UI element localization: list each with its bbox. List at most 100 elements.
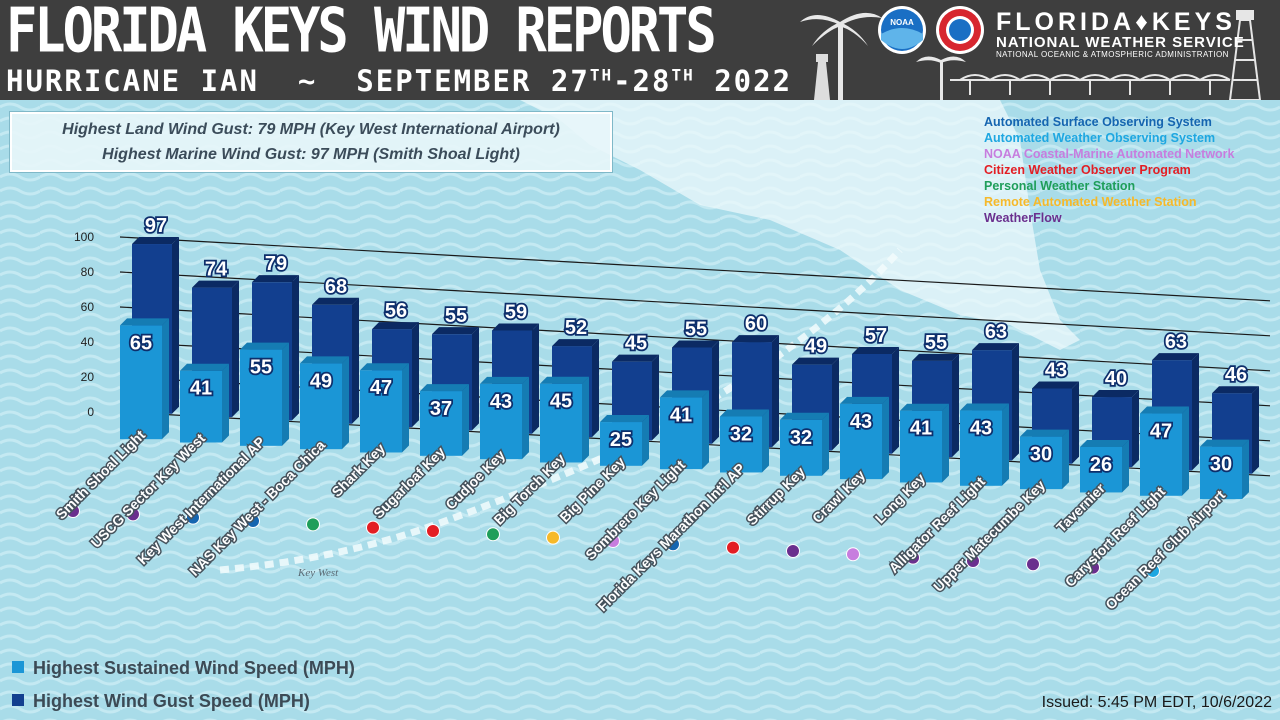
- gust-bar-side: [892, 346, 899, 454]
- gust-bar-side: [1072, 381, 1079, 464]
- y-tick-label: 60: [81, 300, 95, 314]
- gust-value-label: 59: [505, 302, 527, 324]
- station-label: Big Pine Key: [556, 453, 628, 525]
- noaa-logo-text: NOAA: [890, 18, 914, 27]
- sustained-bar-top: [360, 363, 409, 371]
- sustained-bar-side: [942, 403, 949, 483]
- sustained-bar: [240, 342, 289, 446]
- sustained-value-label: 32: [730, 423, 752, 445]
- sustained-bar: [480, 376, 529, 460]
- gust-bar-top: [1032, 381, 1079, 389]
- sustained-bar-top: [720, 409, 769, 417]
- network-dot: [426, 523, 440, 538]
- sustained-bar-top: [660, 390, 709, 398]
- sustained-value-label: 43: [490, 391, 512, 413]
- sustained-bar: [660, 390, 709, 470]
- gust-value-label: 46: [1225, 364, 1247, 386]
- gust-bar-side: [172, 237, 179, 414]
- marine-gust-highlight: Highest Marine Wind Gust: 97 MPH (Smith …: [102, 146, 520, 163]
- sustained-bar: [780, 412, 829, 476]
- sustained-bar-top: [420, 384, 469, 392]
- sustained-bar-front: [960, 410, 1002, 486]
- network-legend: Automated Surface Observing System Automa…: [984, 114, 1235, 226]
- network-dot: [726, 540, 740, 555]
- gust-bar-side: [952, 353, 959, 458]
- sustained-bar: [840, 396, 889, 480]
- gust-value-label: 55: [925, 332, 947, 354]
- land-gust-highlight: Highest Land Wind Gust: 79 MPH (Key West…: [62, 121, 560, 138]
- sustained-bar-front: [1020, 436, 1062, 490]
- gust-value-label: 55: [685, 318, 707, 340]
- gust-bar-side: [832, 357, 839, 451]
- sustained-value-label: 30: [1030, 444, 1052, 466]
- sustained-bar-side: [342, 356, 349, 450]
- gust-bar-top: [552, 339, 599, 347]
- gust-bar-side: [1252, 386, 1259, 474]
- gust-value-label: 40: [1105, 368, 1127, 390]
- date-range-start: SEPTEMBER 27: [356, 64, 590, 98]
- sustained-bar-side: [1122, 439, 1129, 493]
- sustained-bar-side: [1062, 429, 1069, 490]
- network-dot: [126, 507, 140, 522]
- sustained-value-label: 65: [130, 332, 152, 354]
- subtitle-separator: ~: [297, 64, 318, 98]
- sustained-bar-front: [180, 370, 222, 443]
- sustained-bar-front: [840, 403, 882, 480]
- sustained-bar-side: [162, 318, 169, 440]
- page-subtitle: HURRICANE IAN ~ SEPTEMBER 27TH-28TH 2022: [6, 64, 792, 98]
- gridline: [119, 236, 1271, 302]
- gust-bar-top: [1152, 353, 1199, 361]
- date-range-end: -28: [613, 64, 672, 98]
- station-label: USCG Sector Key West: [88, 430, 209, 551]
- highlights-box: Highest Land Wind Gust: 79 MPH (Key West…: [10, 112, 612, 172]
- legend-label-gust: Highest Wind Gust Speed (MPH): [33, 691, 310, 711]
- sustained-bar-front: [540, 383, 582, 463]
- sustained-bar: [720, 409, 769, 473]
- sustained-value-label: 25: [610, 429, 632, 451]
- sustained-bar: [900, 403, 949, 483]
- sustained-bar-front: [420, 391, 462, 456]
- gust-bar-side: [1192, 353, 1199, 471]
- sustained-value-label: 37: [430, 398, 452, 420]
- gust-bar-top: [432, 327, 479, 335]
- sustained-value-label: 41: [910, 418, 932, 440]
- gust-bar-top: [612, 354, 659, 362]
- palm-tree-icon: [800, 12, 966, 100]
- gust-bar-top: [192, 280, 239, 288]
- date-suffix-start: TH: [589, 65, 614, 85]
- sustained-bar-front: [120, 325, 162, 440]
- sustained-bar-front: [1080, 446, 1122, 493]
- sustained-bar: [540, 376, 589, 463]
- sustained-value-label: 43: [850, 411, 872, 433]
- sustained-bar-front: [720, 416, 762, 473]
- office-name: FLORIDA♦KEYS: [996, 8, 1236, 36]
- sustained-bar-side: [462, 384, 469, 456]
- sustained-bar-front: [900, 410, 942, 483]
- network-legend-item: Remote Automated Weather Station: [984, 195, 1197, 209]
- sustained-bar: [300, 356, 349, 450]
- sustained-bar-top: [600, 415, 649, 423]
- station-label: Upper Matecumbe Key: [930, 477, 1048, 595]
- network-dot: [366, 520, 380, 535]
- sustained-bar-front: [1140, 413, 1182, 496]
- sustained-bar-front: [780, 419, 822, 476]
- sustained-bar-side: [702, 390, 709, 470]
- gust-value-label: 43: [1045, 359, 1067, 381]
- gust-bar-top: [1212, 386, 1259, 394]
- gust-bar-top: [852, 346, 899, 354]
- sustained-bar: [120, 318, 169, 440]
- network-legend-item: NOAA Coastal-Marine Automated Network: [984, 147, 1235, 161]
- legend-swatch-gust: [12, 694, 24, 706]
- agency-name: NATIONAL OCEANIC & ATMOSPHERIC ADMINISTR…: [996, 50, 1229, 59]
- sustained-bar-top: [1140, 406, 1189, 414]
- page-title: FLORIDA KEYS WIND REPORTS: [6, 0, 717, 67]
- sustained-bar-front: [240, 349, 282, 446]
- legend-swatch-sustained: [12, 661, 24, 673]
- network-dot: [486, 527, 500, 542]
- date-year: 2022: [714, 64, 793, 98]
- sustained-bar-side: [762, 409, 769, 473]
- gust-bar-top: [972, 343, 1019, 351]
- sustained-bar-side: [222, 363, 229, 443]
- gust-value-label: 68: [325, 276, 347, 298]
